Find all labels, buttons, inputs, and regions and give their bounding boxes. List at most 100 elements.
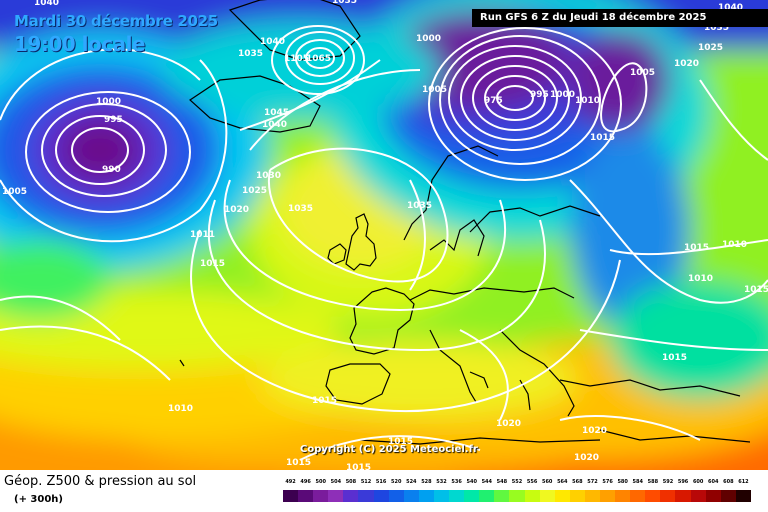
legend-tick: 516 [375,479,387,485]
legend-tick: 524 [406,479,417,485]
legend-swatch [615,490,631,502]
legend-swatch [343,490,359,502]
pressure-labels: 1040 1035 1040 1000 995 990 1005 1040 10… [2,0,768,470]
legend-swatch [660,490,676,502]
legend-tick: 568 [572,479,583,485]
forecast-hour: (+ 300h) [14,494,63,505]
legend-swatch [569,490,585,502]
legend-swatch [328,490,344,502]
legend-tick: 560 [541,479,553,485]
map-label: 1020 [574,453,599,463]
map-label: 1035 [704,23,729,33]
forecast-date: Mardi 30 décembre 2025 [14,12,218,30]
map-label: 1015 [684,243,709,253]
legend-swatch [358,490,374,502]
color-legend [283,490,751,502]
legend-swatch [479,490,495,502]
map-label: 995 [104,115,123,125]
legend-swatch [524,490,540,502]
map-label: 1015 [662,353,687,363]
map-label: 1020 [674,59,699,69]
forecast-time: 19:00 locale [14,32,146,56]
legend-tick: 504 [330,479,342,485]
legend-swatch [403,490,419,502]
map-label: 1010 [575,96,600,106]
legend-tick: 552 [511,479,523,485]
legend-swatch [418,490,434,502]
legend-tick: 540 [466,479,477,485]
map-label: 1015 [200,259,225,269]
map-label: 1040 [260,37,285,47]
run-info-banner: Run GFS 6 Z du Jeudi 18 décembre 2025 [472,9,768,27]
legend-swatch [509,490,525,502]
legend-tick: 544 [481,479,493,485]
map-label: 1035 [238,49,263,59]
legend-swatch [313,490,329,502]
map-label: 1065 [306,54,331,64]
weather-map: 1040 1035 1040 1000 995 990 1005 1040 10… [0,0,768,470]
legend-tick: 612 [738,479,749,485]
map-label: 1040 [262,120,287,130]
map-label: 1035 [332,0,357,6]
legend-swatch [675,490,691,502]
legend-tick: 576 [602,479,613,485]
map-label: 1015 [388,437,413,447]
legend-swatch [720,490,736,502]
legend-tick: 596 [677,479,689,485]
legend-tick: 532 [436,479,447,485]
legend-swatch [705,490,721,502]
map-label: 1105 [284,54,309,64]
map-canvas: 1040 1035 1040 1000 995 990 1005 1040 10… [0,0,768,470]
coastlines [179,0,751,445]
map-label: 1045 [264,108,289,118]
legend-swatch [373,490,389,502]
legend-tick: 496 [300,479,311,485]
legend-tick: 580 [617,479,628,485]
legend-tick: 584 [632,479,643,485]
legend-tick: 520 [391,479,402,485]
map-label: 1020 [224,205,249,215]
legend-tick: 564 [557,479,568,485]
legend-tick: 592 [662,479,674,485]
legend-swatch [388,490,404,502]
map-label: 995 [530,90,549,100]
map-label: 1015 [286,458,311,468]
legend-tick: 500 [315,479,326,485]
legend-tick: 608 [723,479,734,485]
map-label: 1030 [256,171,281,181]
legend-swatch [539,490,555,502]
map-label: 1010 [688,274,713,284]
map-label: 1015 [312,396,337,406]
map-label: 1010 [722,240,747,250]
legend-tick: 536 [451,479,462,485]
map-footer: Géop. Z500 & pression au sol (+ 300h) 49… [0,470,768,512]
map-label: 1005 [630,68,655,78]
map-label: 1000 [416,34,441,44]
map-label: 1015 [590,133,615,143]
legend-swatch [630,490,646,502]
map-label: 1020 [496,419,521,429]
legend-swatch [298,490,314,502]
map-label: 975 [484,96,503,106]
legend-tick: 600 [692,479,704,485]
legend-swatch [599,490,616,502]
legend-tick-labels: 492 496 500 504 508 512 516 520 524 528 532 536 540 5… [283,479,751,489]
legend-tick: 548 [496,479,508,485]
legend-tick: 492 [285,479,296,485]
isobars [0,25,768,461]
legend-swatch [449,490,465,502]
legend-swatch [645,490,661,502]
map-label: 1010 [168,404,193,414]
map-label: 1000 [96,97,121,107]
map-label: 1020 [582,426,607,436]
legend-tick: 556 [526,479,538,485]
map-label: 1025 [698,43,723,53]
legend-tick: 572 [587,479,598,485]
legend-tick: 528 [421,479,432,485]
map-label: 990 [102,165,121,175]
legend-swatch [433,490,450,502]
map-label: 1000 [550,90,575,100]
map-label: 1040 [718,3,743,13]
map-label: 1040 [34,0,59,8]
legend-swatch [584,490,600,502]
